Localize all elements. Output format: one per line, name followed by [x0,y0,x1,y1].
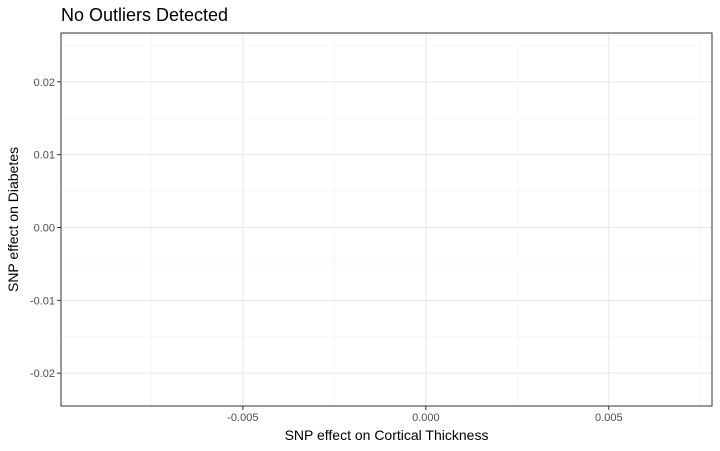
major-gridlines [61,33,712,406]
x-tick-label: -0.005 [227,412,258,424]
x-axis-ticks: -0.005 0.000 0.005 [227,406,623,424]
x-axis-title: SNP effect on Cortical Thickness [285,427,489,443]
y-tick-label: 0.02 [34,77,55,89]
x-tick-label: 0.000 [412,412,440,424]
chart-title: No Outliers Detected [61,5,228,25]
y-tick-label: 0.01 [34,150,55,162]
plot-panel-border [60,32,713,407]
y-tick-label: 0.00 [34,223,55,235]
y-axis-title: SNP effect on Diabetes [5,147,21,292]
y-axis-ticks: -0.02 -0.01 0.00 0.01 0.02 [30,77,61,380]
y-tick-label: -0.02 [30,368,55,380]
x-tick-label: 0.005 [595,412,623,424]
y-tick-label: -0.01 [30,295,55,307]
minor-gridlines [61,33,712,406]
